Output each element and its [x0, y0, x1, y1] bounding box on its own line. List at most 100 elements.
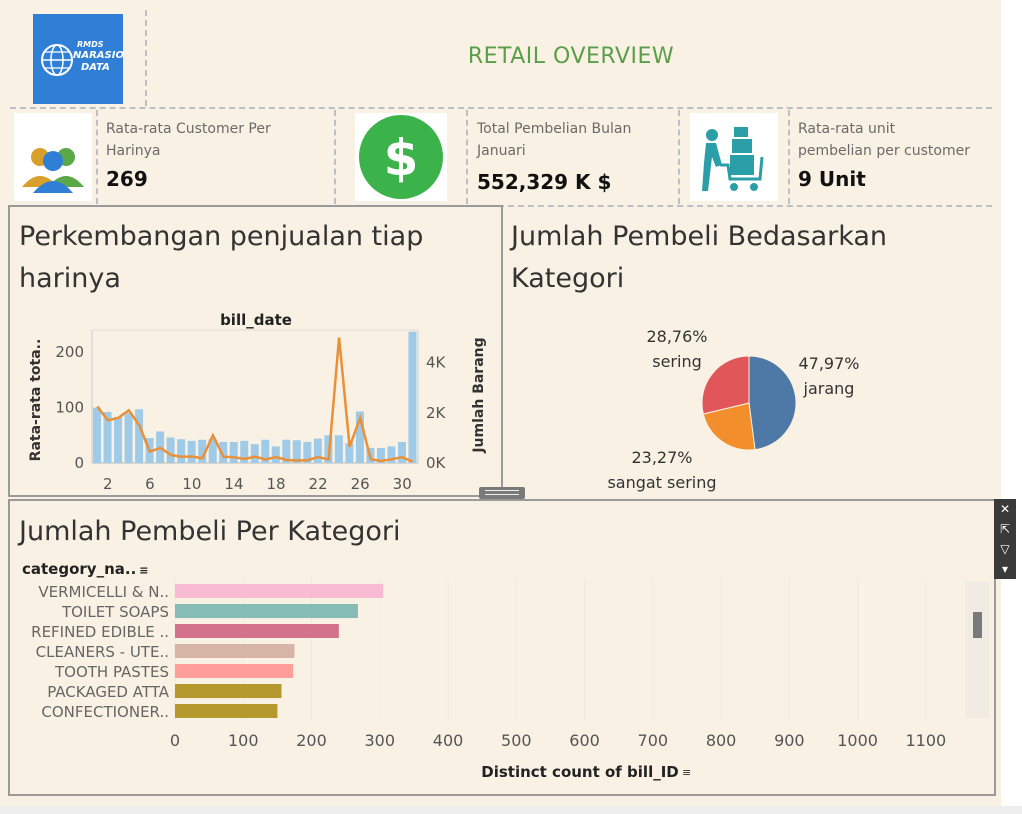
kpi-unit-icon-box [690, 113, 778, 201]
pie-slice-sangat-sering[interactable] [702, 402, 756, 451]
pie-title: Jumlah Pembeli Bedasarkan Kategori [511, 221, 888, 294]
bar-day-26[interactable] [355, 411, 364, 463]
kpi-purchase-value: 552,329 K $ [477, 170, 612, 194]
sort-icon[interactable]: ≡ [682, 766, 691, 779]
x-tick-label: 900 [774, 731, 805, 750]
divider [145, 10, 147, 106]
bar-day-1[interactable] [93, 407, 102, 463]
bar-day-2[interactable] [103, 412, 112, 463]
shopping-cart-icon [702, 127, 764, 191]
pie-label-jarang-name: jarang [803, 379, 855, 398]
svg-text:$: $ [384, 129, 419, 187]
pie-label-sering-name: sering [652, 352, 702, 371]
category-title: Jumlah Pembeli Per Kategori [19, 516, 401, 547]
category-label: TOILET SOAPS [61, 603, 169, 621]
panel-resize-handle[interactable] [479, 487, 525, 499]
category-label: CONFECTIONER.. [41, 703, 169, 721]
kpi-unit-value: 9 Unit [798, 167, 866, 191]
kpi-purchase-icon-box: $ [355, 113, 447, 201]
bar-day-21[interactable] [303, 441, 312, 463]
bar-day-12[interactable] [208, 439, 217, 463]
pie-slice-jarang[interactable] [748, 355, 797, 451]
pie-label-sering-pct: 28,76% [646, 327, 707, 346]
bar-day-15[interactable] [240, 440, 249, 463]
bar-day-3[interactable] [114, 417, 123, 463]
chart-top-label: bill_date [220, 311, 292, 329]
kpi-unit-label: Rata-rata unit pembelian per customer [798, 121, 970, 159]
kpi-purchase-label: Total Pembelian Bulan Januari [477, 121, 632, 159]
bar-day-22[interactable] [313, 438, 322, 463]
more-options-icon[interactable]: ▾ [994, 559, 1016, 579]
divider [10, 107, 992, 109]
sort-icon[interactable]: ≡ [139, 564, 149, 577]
daily-sales-panel[interactable] [8, 205, 503, 497]
x-tick-label: 14 [224, 475, 243, 493]
bar-day-25[interactable] [345, 443, 354, 463]
filter-icon[interactable]: ▽ [994, 539, 1016, 559]
x-tick-label: 100 [228, 731, 259, 750]
category-bar-0[interactable] [175, 584, 384, 598]
category-label: REFINED EDIBLE .. [31, 623, 169, 641]
pie-slice-sering[interactable] [701, 355, 750, 415]
line-series-jumlah-barang[interactable] [96, 337, 414, 463]
left-tick-label: 0 [74, 454, 84, 472]
x-tick-label: 2 [103, 475, 113, 493]
bar-day-31[interactable] [408, 331, 417, 463]
category-bar-2[interactable] [175, 624, 339, 638]
x-tick-label: 800 [706, 731, 737, 750]
kpi-customer-label: Rata-rata Customer Per Harinya [106, 121, 271, 159]
right-axis-label: Jumlah Barang [471, 337, 487, 453]
x-axis-label: Distinct count of bill_ID [481, 763, 679, 781]
page-title: RETAIL OVERVIEW [467, 44, 675, 69]
x-tick-label: 1100 [906, 731, 947, 750]
globe-icon [41, 44, 73, 76]
divider [96, 110, 98, 204]
bar-day-4[interactable] [124, 413, 133, 463]
bar-day-5[interactable] [135, 409, 144, 463]
bar-day-16[interactable] [250, 444, 259, 463]
kpi-customer-icon-box [14, 113, 92, 201]
daily-sales-chart[interactable]: bill_date Rata-rata tota.. Jumlah Barang… [10, 305, 500, 495]
kpi-customer-value: 269 [106, 167, 148, 191]
x-tick-label: 18 [266, 475, 285, 493]
category-panel[interactable] [8, 499, 996, 796]
bar-day-8[interactable] [166, 437, 175, 463]
bar-day-13[interactable] [219, 441, 228, 463]
category-bar-chart[interactable]: VERMICELLI & N.. TOILET SOAPS REFINED EDIB… [10, 578, 994, 783]
category-bar-6[interactable] [175, 704, 278, 718]
category-bar-5[interactable] [175, 684, 282, 698]
bar-day-14[interactable] [229, 441, 238, 463]
category-bar-3[interactable] [175, 644, 295, 658]
pie-chart[interactable]: 28,76% sering 47,97% jarang 23,27% sanga… [505, 310, 995, 495]
bar-day-17[interactable] [261, 439, 270, 463]
bar-day-11[interactable] [198, 439, 207, 463]
scrollbar-thumb[interactable] [973, 612, 982, 638]
bar-day-24[interactable] [334, 435, 343, 463]
category-header[interactable]: category_na.. ≡ [22, 560, 149, 578]
x-tick-label: 0 [170, 731, 180, 750]
x-tick-label: 22 [309, 475, 328, 493]
bar-day-19[interactable] [282, 439, 291, 463]
scrollbar-track[interactable] [965, 582, 989, 718]
x-tick-label: 30 [393, 475, 412, 493]
bar-day-20[interactable] [292, 440, 301, 463]
company-logo: RMDS NARASIO DATA [33, 14, 124, 104]
bar-day-9[interactable] [177, 439, 186, 463]
logo-text-line2: NARASIO [73, 50, 124, 61]
dollar-icon: $ [359, 115, 443, 199]
category-bar-1[interactable] [175, 604, 358, 618]
pie-label-sangat-sering-pct: 23,27% [631, 448, 692, 467]
close-icon[interactable]: ✕ [994, 499, 1016, 519]
popout-icon[interactable]: ⇱ [994, 519, 1016, 539]
x-tick-label: 400 [433, 731, 464, 750]
bar-day-10[interactable] [187, 440, 196, 463]
x-tick-label: 10 [182, 475, 201, 493]
bar-day-28[interactable] [376, 448, 385, 463]
bar-day-29[interactable] [387, 446, 396, 463]
x-tick-label: 200 [296, 731, 327, 750]
bar-day-30[interactable] [397, 441, 406, 463]
bar-day-18[interactable] [271, 446, 280, 463]
right-tick-label: 2K [426, 404, 447, 422]
category-bar-4[interactable] [175, 664, 294, 678]
category-label: CLEANERS - UTE.. [36, 643, 169, 661]
